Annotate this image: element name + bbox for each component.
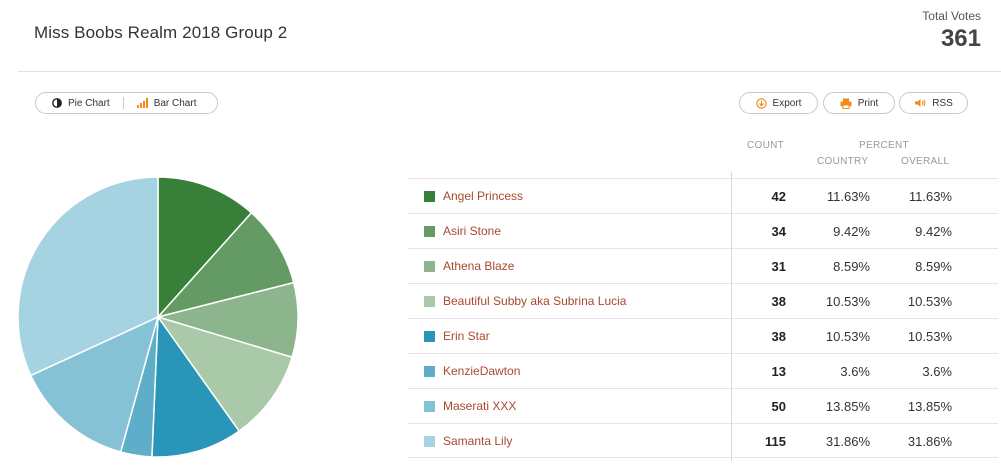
export-label: Export [772, 97, 802, 109]
pie-chart [17, 176, 299, 463]
vote-count: 34 [771, 224, 786, 239]
bar-chart-icon [136, 98, 148, 108]
pie-slice-erin-star[interactable] [151, 314, 241, 458]
percent-overall: 3.6% [922, 364, 952, 379]
print-label: Print [857, 97, 879, 109]
pie-chart-label: Pie Chart [68, 97, 110, 109]
legend-swatch [424, 401, 435, 412]
pie-slice-maserati-xxx[interactable] [29, 315, 160, 453]
percent-country: 9.42% [833, 224, 870, 239]
contestant-name-link[interactable]: Samanta Lily [443, 434, 513, 448]
pie-slice-angel-princess[interactable] [157, 176, 253, 319]
rss-button[interactable]: RSS [899, 92, 968, 114]
print-button[interactable]: Print [823, 92, 895, 114]
table-row: Beautiful Subby aka Subrina Lucia 38 10.53… [408, 283, 998, 318]
percent-country: 8.59% [833, 259, 870, 274]
total-votes-label: Total Votes [922, 9, 981, 23]
percent-country: 10.53% [825, 329, 870, 344]
percent-overall: 31.86% [907, 434, 952, 449]
count-column-header: COUNT [747, 140, 785, 151]
percent-country: 31.86% [825, 434, 870, 449]
table-row: Angel Princess 42 11.63% 11.63% [408, 178, 998, 213]
pie-chart-svg [17, 176, 299, 458]
legend-swatch [424, 191, 435, 202]
overall-column-header: OVERALL [901, 156, 950, 167]
vote-count: 31 [771, 259, 786, 274]
contestant-name-link[interactable]: Erin Star [443, 329, 490, 343]
vote-count: 13 [771, 364, 786, 379]
poll-title: Miss Boobs Realm 2018 Group 2 [34, 23, 288, 42]
broadcast-icon [915, 99, 926, 107]
contestant-name-link[interactable]: Angel Princess [443, 189, 524, 203]
bar-chart-toggle[interactable]: Bar Chart [124, 93, 197, 113]
contestant-name-link[interactable]: Asiri Stone [443, 224, 502, 238]
percent-overall: 9.42% [915, 224, 952, 239]
legend-swatch [424, 331, 435, 342]
column-divider [731, 172, 732, 461]
vote-count: 38 [771, 329, 786, 344]
contestant-name-link[interactable]: Athena Blaze [443, 259, 515, 273]
header-divider [18, 71, 1001, 72]
table-row: Erin Star 38 10.53% 10.53% [408, 318, 998, 353]
vote-count: 42 [771, 189, 786, 204]
percent-country: 11.63% [826, 189, 870, 204]
percent-overall: 10.53% [907, 329, 952, 344]
table-row: Athena Blaze 31 8.59% 8.59% [408, 248, 998, 283]
export-icon [755, 97, 767, 109]
contestant-name-link[interactable]: Beautiful Subby aka Subrina Lucia [443, 294, 627, 308]
total-votes-value: 361 [940, 25, 981, 52]
table-row: Maserati XXX 50 13.85% 13.85% [408, 388, 998, 423]
legend-swatch [424, 436, 435, 447]
percent-overall: 10.53% [907, 294, 952, 309]
percent-country: 13.85% [825, 399, 870, 414]
pie-chart-icon [52, 98, 62, 108]
legend-swatch [424, 261, 435, 272]
rss-label: RSS [932, 97, 953, 109]
legend-swatch [424, 296, 435, 307]
legend-swatch [424, 366, 435, 377]
printer-icon [840, 98, 852, 109]
percent-overall: 8.59% [915, 259, 952, 274]
legend-swatch [424, 226, 435, 237]
percent-column-header: PERCENT [859, 140, 909, 151]
country-column-header: COUNTRY [817, 156, 869, 167]
percent-overall: 11.63% [908, 189, 952, 204]
pie-slice-samanta-lily[interactable] [17, 176, 159, 377]
contestant-name-link[interactable]: KenzieDawton [443, 364, 521, 378]
table-row: Samanta Lily 115 31.86% 31.86% [408, 423, 998, 458]
vote-count: 50 [771, 399, 786, 414]
results-table: Angel Princess 42 11.63% 11.63% Asiri Stone 3… [408, 178, 998, 458]
pie-slice-beautiful-subby-aka-subrina-lucia[interactable] [156, 315, 294, 433]
percent-country: 3.6% [840, 364, 870, 379]
switch-divider [122, 97, 124, 109]
vote-count: 38 [771, 294, 786, 309]
contestant-name-link[interactable]: Maserati XXX [443, 399, 517, 413]
bar-chart-label: Bar Chart [153, 97, 197, 109]
percent-overall: 13.85% [907, 399, 952, 414]
table-row: KenzieDawton 13 3.6% 3.6% [408, 353, 998, 388]
export-button[interactable]: Export [739, 92, 818, 114]
vote-count: 115 [765, 434, 786, 449]
pie-chart-toggle[interactable]: Pie Chart [36, 93, 123, 113]
chart-type-switch: Pie Chart Bar Chart [35, 92, 218, 114]
percent-country: 10.53% [825, 294, 870, 309]
table-row: Asiri Stone 34 9.42% 9.42% [408, 213, 998, 248]
poll-header: Miss Boobs Realm 2018 Group 2 Total Vote… [0, 0, 1001, 72]
